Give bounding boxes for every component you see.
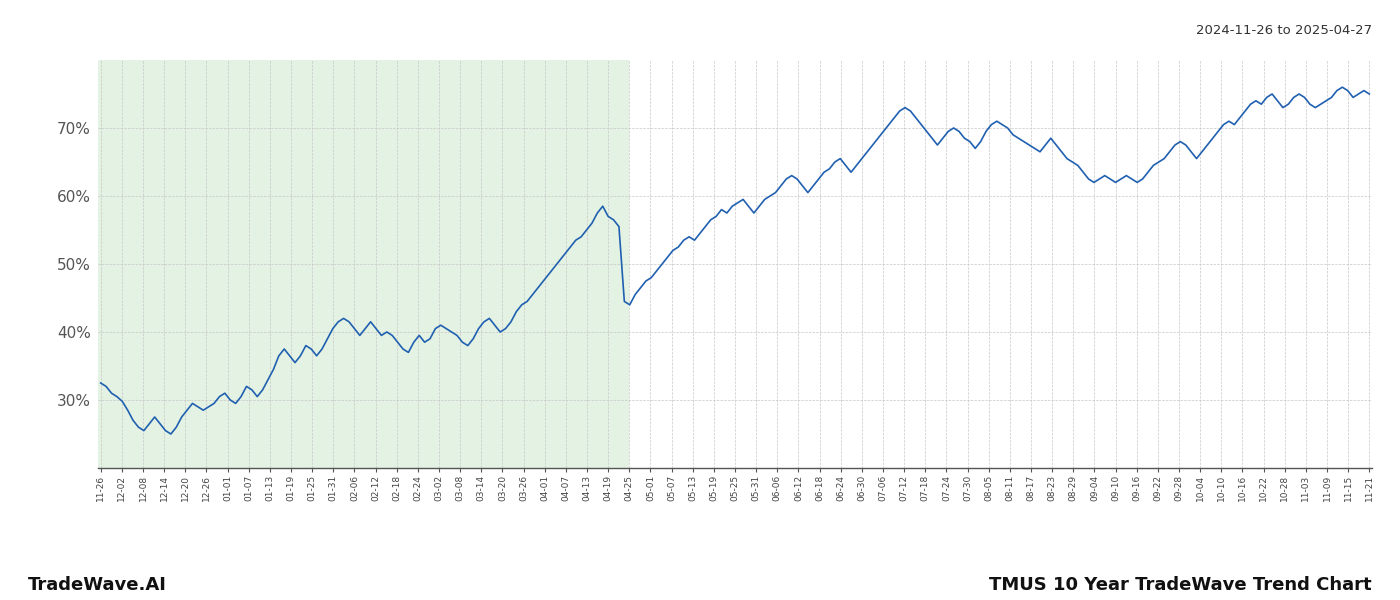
Bar bbox=[98, 60, 629, 468]
Text: TradeWave.AI: TradeWave.AI bbox=[28, 576, 167, 594]
Text: TMUS 10 Year TradeWave Trend Chart: TMUS 10 Year TradeWave Trend Chart bbox=[990, 576, 1372, 594]
Text: 2024-11-26 to 2025-04-27: 2024-11-26 to 2025-04-27 bbox=[1196, 24, 1372, 37]
